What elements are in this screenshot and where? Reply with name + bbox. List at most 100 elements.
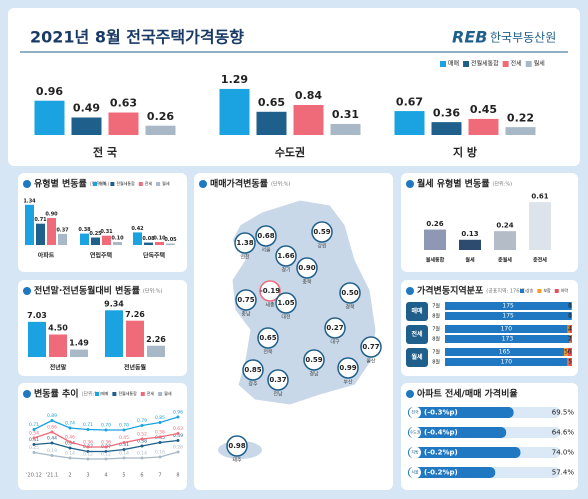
legend-swatch (463, 61, 470, 67)
region-label: 울산 (366, 358, 376, 365)
value-label: 0.65 (259, 334, 276, 342)
point (86, 445, 90, 449)
point (104, 457, 108, 461)
unit: (단위:%) (493, 181, 513, 188)
category-label: 전국 (411, 409, 419, 415)
bubble (337, 357, 359, 379)
point (176, 432, 180, 435)
value-label: 0.71 (34, 217, 47, 223)
legend-swatch (95, 392, 99, 396)
bar (155, 242, 164, 245)
value-label: 0.99 (339, 364, 356, 372)
value-label: 0.71 (83, 422, 93, 428)
change-label: (-0.2%p) (424, 449, 458, 457)
category-label: 월세통합 (426, 257, 445, 264)
card-icon (406, 287, 414, 295)
card-title: 가격변동지역분포 (417, 285, 484, 297)
bar (330, 123, 361, 135)
value-label: 0.16 (155, 450, 165, 456)
segment-label: 6 (568, 349, 572, 356)
segment-label: 1 (568, 313, 572, 320)
legend-label: 전세 (147, 390, 155, 396)
region-label: 경기 (281, 267, 290, 274)
category-label: 월세 (465, 257, 475, 264)
point (104, 445, 108, 449)
value-label: 0.12 (101, 452, 111, 458)
value-label: 0.05 (164, 237, 177, 243)
legend-swatch (93, 182, 97, 186)
region-label: 전북 (263, 349, 273, 356)
category-label: 지 방 (453, 145, 477, 159)
value-label: 1.29 (221, 73, 248, 86)
group-label: 월세 (411, 353, 423, 361)
bubble (226, 435, 248, 457)
bar (25, 204, 34, 245)
bar (108, 112, 139, 135)
bar (431, 122, 462, 135)
point (158, 421, 162, 424)
value-label: 0.74 (65, 421, 75, 427)
value-label: 0.77 (362, 343, 379, 351)
region-label: 제주 (232, 457, 242, 464)
value-label: 0.89 (47, 413, 57, 419)
value-label: 0.61 (531, 192, 548, 200)
value-label: 0.36 (101, 440, 111, 446)
bar (424, 229, 446, 250)
value-label: 0.85 (155, 415, 165, 421)
legend-swatch (140, 392, 145, 396)
point (176, 450, 180, 454)
value-label: 0.75 (237, 296, 254, 304)
legend-swatch (138, 182, 143, 186)
card (18, 383, 187, 490)
value-label: 69.5% (552, 409, 575, 417)
bar (394, 111, 425, 135)
bubble (235, 289, 257, 311)
card-icon (23, 287, 31, 295)
segment (445, 325, 568, 333)
legend-swatch (525, 61, 532, 67)
value-label: 0.37 (56, 227, 69, 233)
category-label: 수도권 (409, 429, 420, 435)
point (50, 454, 54, 457)
segment (445, 348, 565, 356)
x-tick-label: 2 (68, 473, 71, 479)
segment-label: 1 (568, 336, 572, 343)
value-label: 4.50 (48, 324, 68, 333)
bar (133, 232, 142, 245)
value-label: 74.0% (552, 449, 575, 457)
value-label: 0.14 (137, 451, 147, 457)
region-label: 경남 (309, 371, 319, 378)
row-label: 8월 (432, 336, 440, 343)
group-badge (406, 348, 428, 367)
category-label: 전 국 (93, 145, 117, 159)
value-label: 0.08 (142, 236, 155, 242)
row-label: 8월 (432, 313, 440, 320)
title: 2021년 8월 전국주택가격동향 (30, 28, 244, 47)
value-label: 0.42 (131, 226, 144, 232)
card-icon (406, 180, 414, 188)
segment (445, 335, 570, 343)
value-label: 0.52 (137, 432, 147, 438)
value-label: 0.79 (137, 418, 147, 424)
value-label: 0.10 (111, 236, 124, 242)
category-label: 준전세 (533, 257, 547, 264)
value-label: 0.25 (29, 445, 39, 451)
point (140, 456, 144, 460)
value-label: 64.6% (552, 429, 575, 437)
point (122, 428, 126, 432)
legend-swatch (158, 392, 163, 396)
row-label: 7월 (432, 303, 440, 310)
point (50, 419, 54, 422)
value-label: 0.26 (426, 220, 443, 228)
unit: (단위:%) (143, 288, 163, 295)
point (32, 451, 36, 454)
segment-label: 2 (568, 336, 572, 343)
x-tick-label: 7 (158, 473, 161, 479)
legend-label: 월세 (534, 60, 545, 68)
value-label: 0.46 (65, 435, 75, 441)
value-label: 0.26 (173, 445, 183, 451)
bar (102, 235, 111, 245)
value-label: 0.49 (173, 433, 183, 439)
value-label: -0.19 (260, 287, 280, 295)
segment-label: 170 (501, 326, 513, 333)
